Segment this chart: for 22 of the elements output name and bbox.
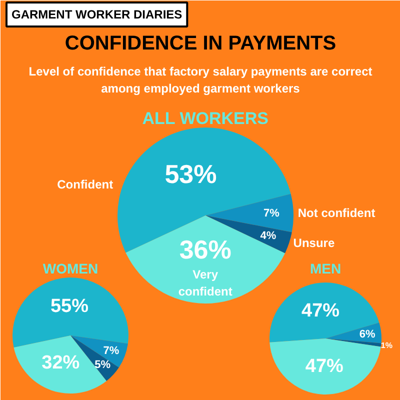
data-label: 4% xyxy=(260,230,276,242)
data-label: 5% xyxy=(94,358,111,371)
slice-label: Confident xyxy=(57,178,114,192)
data-label: 53% xyxy=(164,159,217,190)
text: GARMENT WORKER DIARIES xyxy=(12,8,182,22)
data-label: 36% xyxy=(179,234,232,264)
slice-label: Very confident xyxy=(178,268,232,298)
data-label: 7% xyxy=(264,208,280,220)
chart-title: ALL WORKERS xyxy=(142,109,268,128)
data-label: 6% xyxy=(359,328,376,340)
text: Level of confidence that factory salary payments are correct among employed garment workers xyxy=(28,64,372,96)
data-label: 32% xyxy=(42,352,80,374)
slice-label: Unsure xyxy=(293,236,335,250)
data-label: 7% xyxy=(103,344,120,357)
data-label: 47% xyxy=(302,300,340,322)
data-label: 47% xyxy=(305,356,344,377)
chart-title: WOMEN xyxy=(42,260,98,276)
data-label: 55% xyxy=(50,296,89,318)
text: CONFIDENCE IN PAYMENTS xyxy=(64,32,336,54)
data-label: 1% xyxy=(380,341,392,350)
slice-label: Not confident xyxy=(298,206,376,220)
chart-title: MEN xyxy=(310,260,342,276)
